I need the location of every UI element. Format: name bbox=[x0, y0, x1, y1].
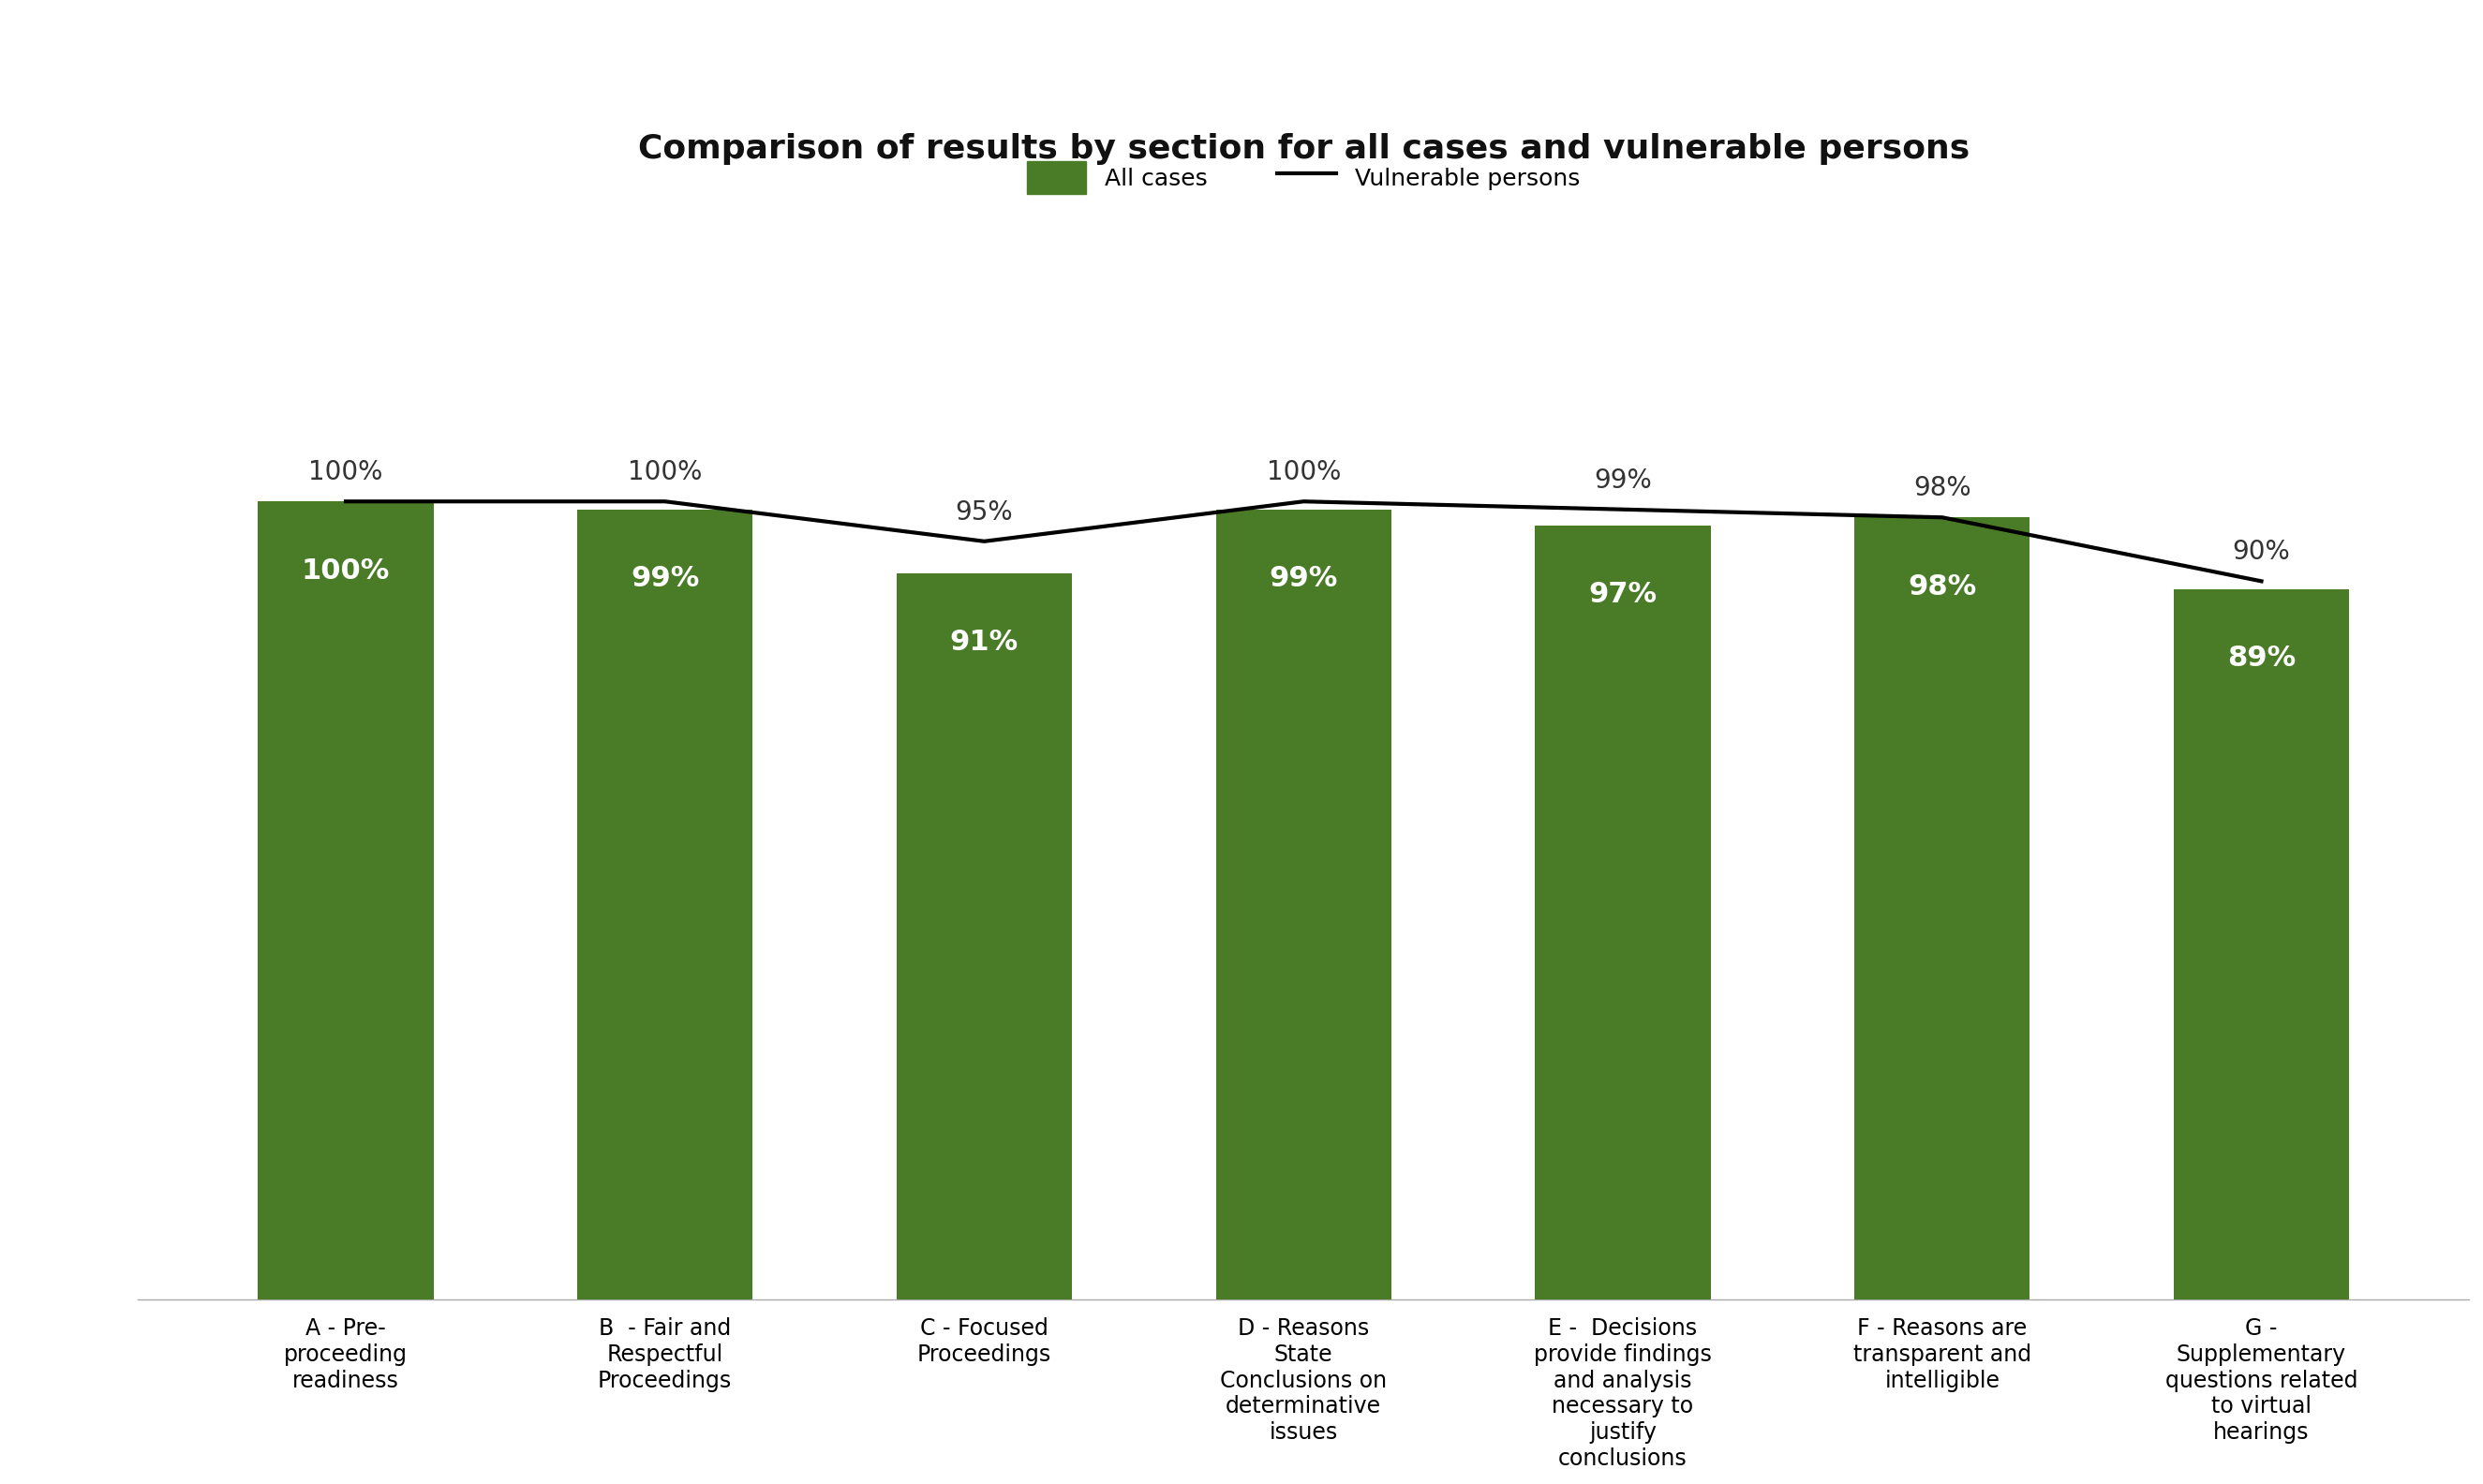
Text: 91%: 91% bbox=[951, 629, 1018, 656]
Bar bbox=[2173, 589, 2349, 1298]
Text: 100%: 100% bbox=[1266, 459, 1341, 485]
Text: 100%: 100% bbox=[300, 558, 390, 585]
Text: 99%: 99% bbox=[631, 565, 700, 592]
Bar bbox=[258, 502, 435, 1298]
Bar bbox=[1855, 518, 2031, 1298]
Text: 90%: 90% bbox=[2232, 539, 2289, 565]
Text: 100%: 100% bbox=[628, 459, 703, 485]
Text: 89%: 89% bbox=[2227, 646, 2297, 672]
Bar bbox=[1217, 509, 1390, 1298]
Title: Comparison of results by section for all cases and vulnerable persons: Comparison of results by section for all… bbox=[638, 132, 1969, 165]
Text: 98%: 98% bbox=[1907, 573, 1976, 601]
Text: 100%: 100% bbox=[308, 459, 382, 485]
Text: 98%: 98% bbox=[1914, 475, 1972, 502]
Bar bbox=[896, 573, 1073, 1298]
Text: 95%: 95% bbox=[956, 499, 1013, 525]
Text: 97%: 97% bbox=[1589, 582, 1656, 608]
Text: 99%: 99% bbox=[1594, 467, 1651, 494]
Bar bbox=[576, 509, 752, 1298]
Text: 99%: 99% bbox=[1269, 565, 1338, 592]
Bar bbox=[1534, 525, 1711, 1298]
Legend: All cases, Vulnerable persons: All cases, Vulnerable persons bbox=[1016, 150, 1592, 206]
